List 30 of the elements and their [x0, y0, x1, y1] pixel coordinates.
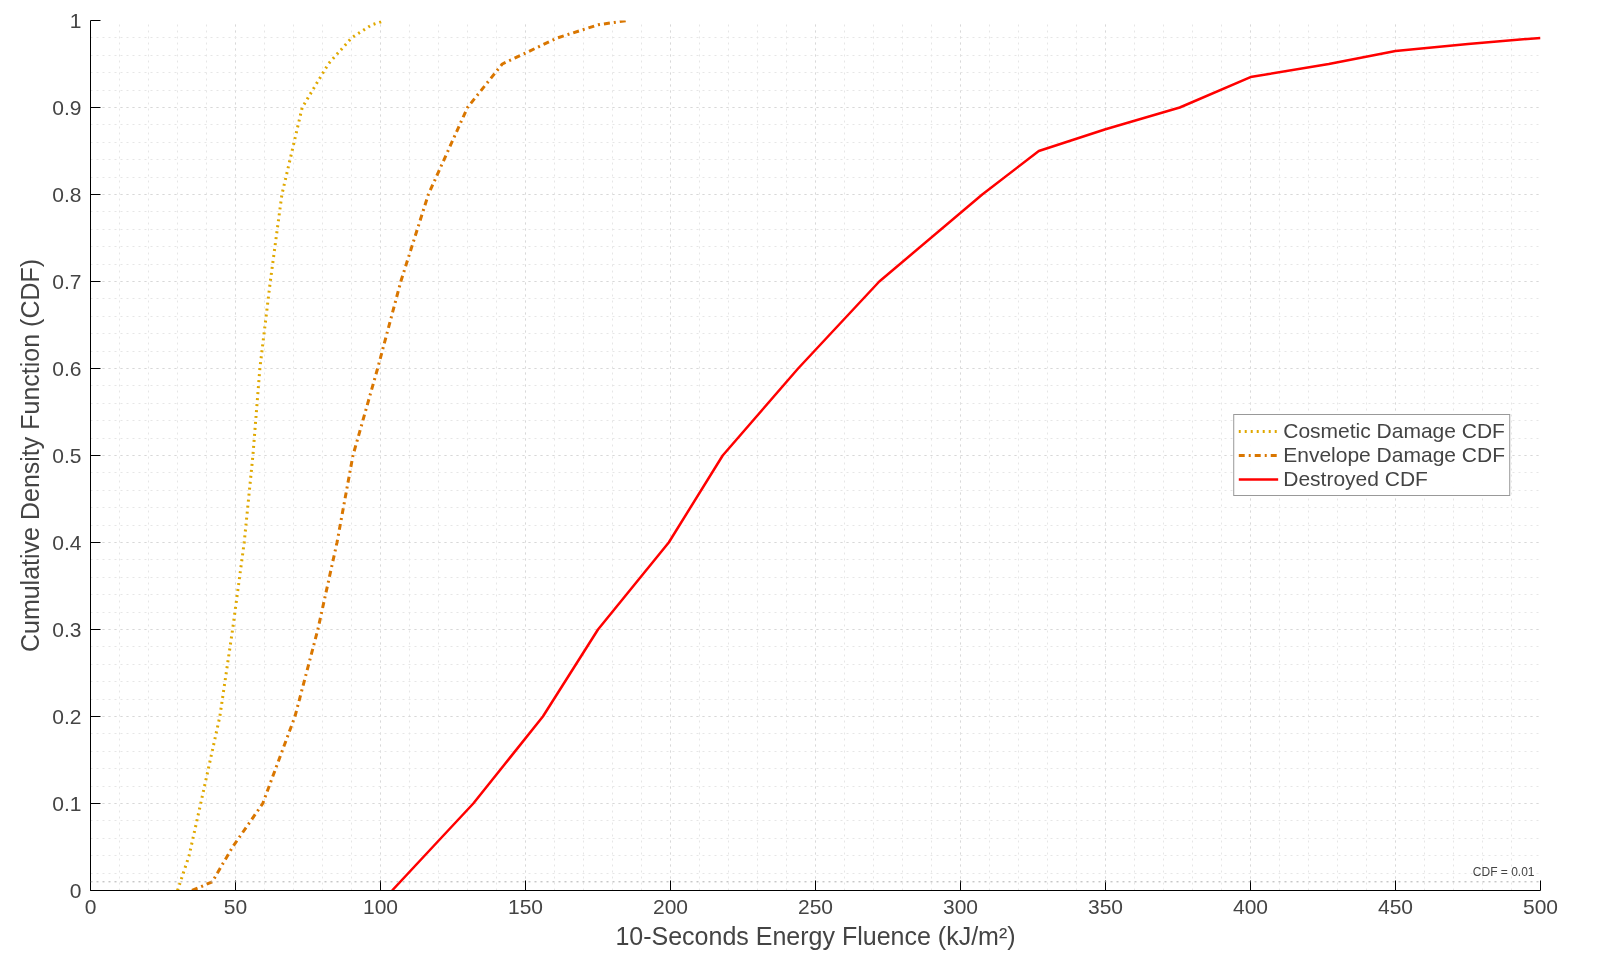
- x-tick-label: 300: [942, 894, 979, 918]
- x-tick-label: 350: [1087, 894, 1124, 918]
- ref-line-label: CDF = 0.01: [1472, 864, 1535, 879]
- x-tick-label: 400: [1232, 894, 1269, 918]
- x-tick-label: 150: [507, 894, 544, 918]
- line-series: [190, 20, 629, 891]
- y-tick-label: 0.1: [52, 791, 82, 815]
- x-tick-label: 500: [1522, 894, 1559, 918]
- x-tick-label: 50: [223, 894, 248, 918]
- x-tick-label: 200: [652, 894, 689, 918]
- y-tick-label: 0.7: [52, 269, 82, 293]
- y-tick-label: 0.2: [52, 704, 82, 728]
- y-tick-label: 0.3: [52, 617, 82, 641]
- legend-label: Cosmetic Damage CDF: [1283, 419, 1505, 443]
- x-tick-label: 450: [1377, 894, 1414, 918]
- y-tick-label: 0.8: [52, 182, 82, 206]
- y-tick-label: 0.4: [52, 530, 82, 554]
- y-tick-label: 1: [69, 8, 82, 32]
- legend-label: Destroyed CDF: [1283, 467, 1428, 491]
- legend-label: Envelope Damage CDF: [1283, 443, 1505, 467]
- line-series: [390, 36, 1541, 891]
- x-tick-label: 250: [797, 894, 834, 918]
- y-axis-title: Cumulative Density Function (CDF): [16, 258, 45, 653]
- x-tick-label: 100: [362, 894, 399, 918]
- y-tick-label: 0.6: [52, 356, 82, 380]
- y-tick-label: 0.9: [52, 95, 82, 119]
- x-axis-title: 10-Seconds Energy Fluence (kJ/m²): [615, 921, 1016, 950]
- y-tick-label: 0: [69, 878, 82, 902]
- y-tick-label: 0.5: [52, 443, 82, 467]
- x-tick-label: 0: [84, 894, 97, 918]
